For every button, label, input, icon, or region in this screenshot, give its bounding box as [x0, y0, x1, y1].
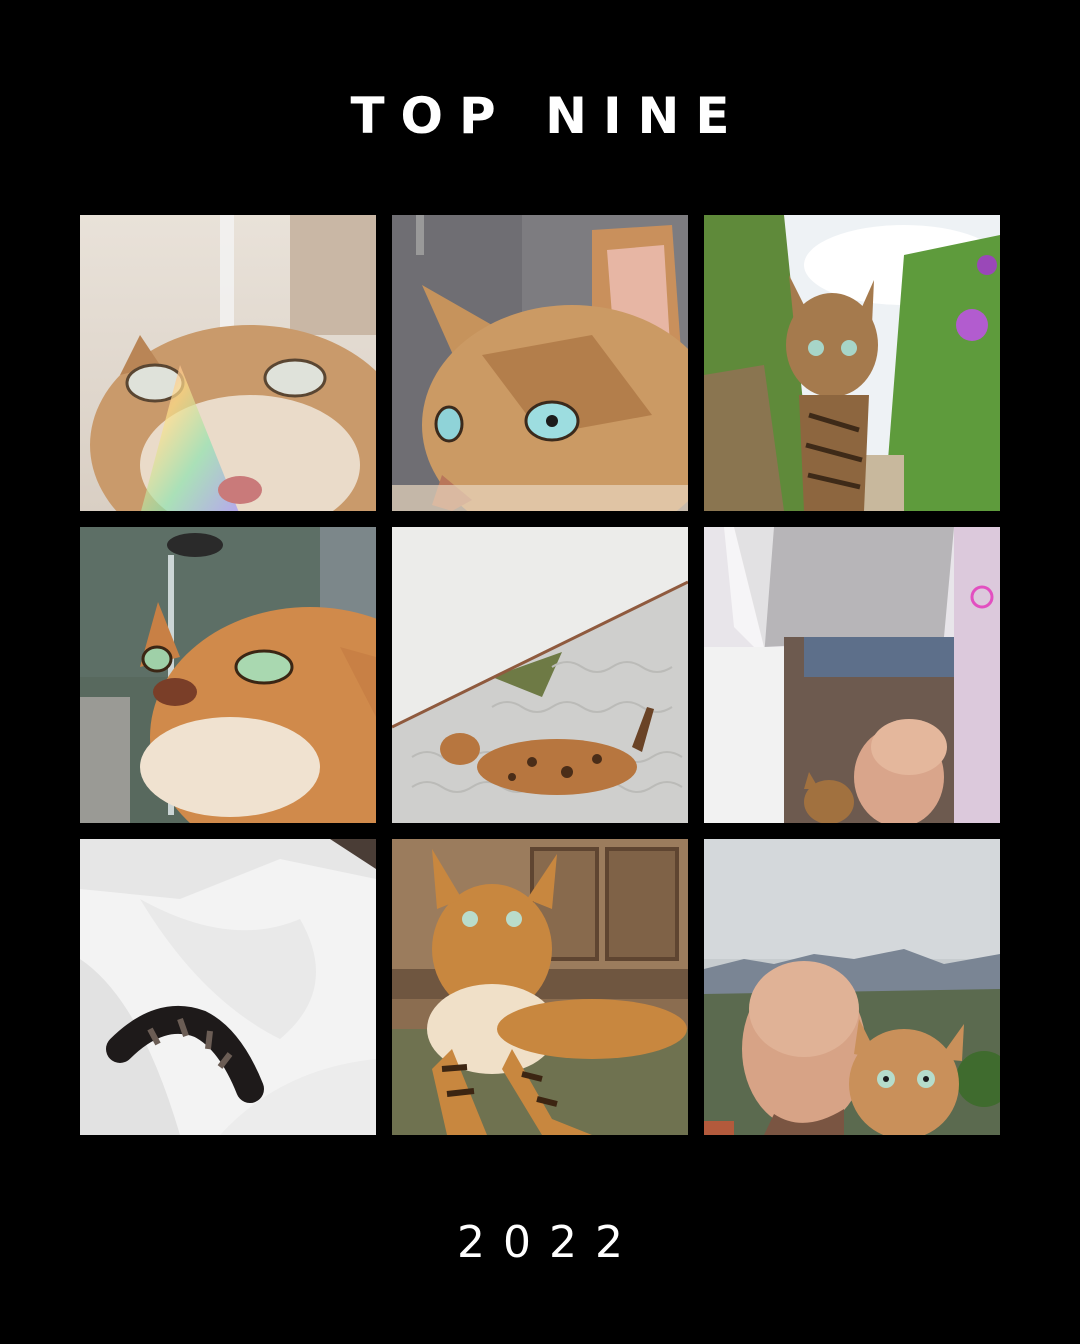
- year-label: 2022: [457, 1217, 641, 1268]
- photo-grid: [80, 215, 1000, 1135]
- cat-drinking-stream-image: [80, 527, 376, 823]
- photo-tile-7[interactable]: [80, 839, 376, 1135]
- photo-tile-1[interactable]: [80, 215, 376, 511]
- cat-lying-rug-image: [392, 839, 688, 1135]
- cat-drinking-tap-rainbow-image: [80, 215, 376, 511]
- photo-tile-8[interactable]: [392, 839, 688, 1135]
- page-title: TOP NINE: [350, 87, 746, 145]
- cat-lying-pavement-image: [392, 527, 688, 823]
- photo-tile-2[interactable]: [392, 215, 688, 511]
- photo-tile-5[interactable]: [392, 527, 688, 823]
- cat-garden-path-image: [704, 215, 1000, 511]
- cat-tail-duvet-image: [80, 839, 376, 1135]
- man-kissing-cat-window-image: [704, 527, 1000, 823]
- photo-tile-4[interactable]: [80, 527, 376, 823]
- photo-tile-9[interactable]: [704, 839, 1000, 1135]
- photo-tile-3[interactable]: [704, 215, 1000, 511]
- bengal-cat-closeup-image: [392, 215, 688, 511]
- man-cat-selfie-mountains-image: [704, 839, 1000, 1135]
- photo-tile-6[interactable]: [704, 527, 1000, 823]
